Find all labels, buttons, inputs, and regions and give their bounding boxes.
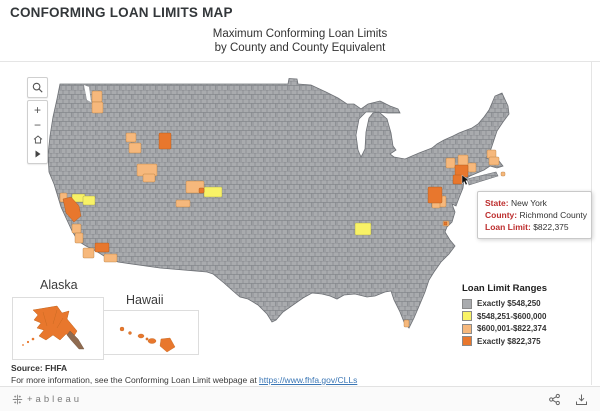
- highlight-nantucket[interactable]: [500, 171, 506, 177]
- legend-swatch-gray: [462, 298, 472, 309]
- legend-item[interactable]: Exactly $822,375: [462, 336, 587, 348]
- legend-label: $600,001-$822,374: [477, 324, 547, 334]
- highlight-los-angeles[interactable]: [94, 242, 110, 253]
- source-line1: Source: FHFA: [11, 363, 68, 373]
- tooltip-loanlimit-value: $822,375: [533, 222, 569, 232]
- highlight-seattle[interactable]: [91, 101, 104, 114]
- highlight-idaho[interactable]: [125, 132, 137, 143]
- highlight-central-coast[interactable]: [71, 223, 82, 234]
- highlight-dc-metro[interactable]: [427, 186, 443, 204]
- search-icon: [32, 82, 43, 93]
- download-button[interactable]: [575, 393, 588, 406]
- legend-label: Exactly $822,375: [477, 336, 541, 346]
- highlight-denver[interactable]: [203, 186, 223, 198]
- highlight-central-coast[interactable]: [74, 232, 84, 244]
- highlight-santa-barbara[interactable]: [82, 247, 95, 259]
- arrow-right-icon: [35, 150, 40, 158]
- legend: Loan Limit Ranges Exactly $548,250 $548,…: [462, 283, 587, 348]
- tooltip-state-label: State:: [485, 198, 509, 208]
- tooltip-loanlimit-label: Loan Limit:: [485, 222, 531, 232]
- legend-label: $548,251-$600,000: [477, 311, 547, 321]
- download-icon: [576, 394, 587, 405]
- hawaii-map[interactable]: [104, 311, 198, 354]
- footer-bar: +ableau: [0, 386, 600, 411]
- share-icon: [549, 393, 560, 405]
- highlight-boston[interactable]: [488, 156, 500, 166]
- map-tooltip: State: New York County: Richmond County …: [477, 191, 592, 239]
- county-highlights[interactable]: [59, 90, 506, 328]
- legend-swatch-light-orange: [462, 323, 472, 334]
- puget-sound-water: [84, 85, 91, 102]
- fhfa-cll-link[interactable]: https://www.fhfa.gov/CLLs: [259, 375, 358, 385]
- source-note: Source: FHFA For more information, see t…: [11, 362, 357, 386]
- viz-title: Maximum Conforming Loan Limits by County…: [140, 27, 460, 55]
- legend-title: Loan Limit Ranges: [462, 283, 547, 294]
- map-search-button[interactable]: [27, 77, 48, 98]
- tableau-mark-icon: [12, 394, 23, 404]
- legend-item[interactable]: $548,251-$600,000: [462, 311, 587, 323]
- highlight-teton[interactable]: [158, 132, 172, 150]
- alaska-borough-borders: [42, 309, 64, 329]
- highlight-east-pa[interactable]: [445, 157, 456, 169]
- zoom-in-button[interactable]: +: [33, 103, 41, 118]
- long-island[interactable]: [466, 171, 499, 186]
- highlight-san-diego[interactable]: [103, 253, 118, 263]
- page-title: CONFORMING LOAN LIMITS MAP: [10, 5, 233, 20]
- highlight-bay-area[interactable]: [62, 196, 82, 223]
- map-zoom-controls: + −: [27, 100, 48, 164]
- aleutian-islands: [22, 337, 35, 346]
- highlight-idaho[interactable]: [128, 142, 142, 154]
- legend-item[interactable]: $600,001-$822,374: [462, 323, 587, 335]
- tooltip-row: Loan Limit: $822,375: [485, 221, 584, 233]
- viz-title-line1: Maximum Conforming Loan Limits: [212, 28, 388, 40]
- tooltip-state-value: New York: [511, 198, 547, 208]
- highlight-colorado-dot[interactable]: [198, 187, 205, 194]
- tooltip-row: County: Richmond County: [485, 209, 588, 221]
- mouse-cursor: [461, 174, 470, 186]
- tooltip-county-label: County:: [485, 210, 518, 220]
- share-button[interactable]: [548, 393, 561, 406]
- highlight-connecticut[interactable]: [467, 162, 477, 173]
- viz-title-line2: by County and County Equivalent: [214, 42, 386, 54]
- home-icon: [33, 135, 42, 144]
- tooltip-county-value: Richmond County: [519, 210, 588, 220]
- alaska-inset-map[interactable]: [12, 297, 104, 360]
- zone-top-border: [0, 61, 600, 62]
- hawaii-inset-map[interactable]: [103, 310, 199, 355]
- highlight-florida-keys[interactable]: [403, 319, 410, 328]
- tableau-logo[interactable]: +ableau: [12, 394, 82, 405]
- legend-swatch-yellow: [462, 311, 472, 322]
- highlight-new-jersey[interactable]: [452, 174, 463, 185]
- hawaii-inset-label: Hawaii: [126, 293, 164, 307]
- alaska-map[interactable]: [13, 298, 103, 359]
- alaska-shape[interactable]: [32, 305, 78, 341]
- alaska-panhandle[interactable]: [66, 330, 85, 350]
- source-line2: For more information, see the Conforming…: [11, 374, 357, 386]
- hawaii-islands[interactable]: [119, 326, 176, 353]
- legend-label: Exactly $548,250: [477, 299, 541, 309]
- highlight-colorado-resorts[interactable]: [175, 199, 191, 208]
- highlight-sacramento[interactable]: [82, 195, 96, 206]
- alaska-inset-label: Alaska: [40, 278, 78, 292]
- source-line2-text: For more information, see the Conforming…: [11, 375, 260, 385]
- pan-tools-button[interactable]: [28, 147, 47, 161]
- tableau-wordmark: +ableau: [27, 393, 83, 405]
- highlight-utah[interactable]: [142, 173, 156, 183]
- highlight-virginia-beach-core[interactable]: [443, 221, 448, 226]
- zoom-out-button[interactable]: −: [33, 117, 41, 132]
- footer-actions: [548, 393, 588, 406]
- highlight-nashville[interactable]: [354, 222, 372, 236]
- home-button[interactable]: [28, 132, 47, 146]
- tooltip-row: State: New York: [485, 197, 584, 209]
- highlight-seattle[interactable]: [91, 90, 103, 103]
- legend-item[interactable]: Exactly $548,250: [462, 298, 587, 310]
- legend-swatch-dark-orange: [462, 336, 472, 347]
